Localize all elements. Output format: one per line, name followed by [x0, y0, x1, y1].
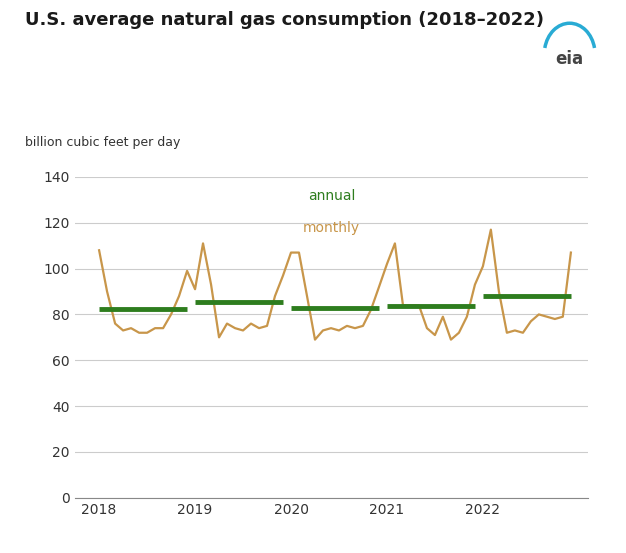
Text: billion cubic feet per day: billion cubic feet per day	[25, 136, 180, 149]
Text: eia: eia	[556, 50, 583, 68]
Text: U.S. average natural gas consumption (2018–2022): U.S. average natural gas consumption (20…	[25, 11, 544, 29]
Text: monthly: monthly	[303, 221, 361, 234]
Text: annual: annual	[308, 189, 356, 202]
